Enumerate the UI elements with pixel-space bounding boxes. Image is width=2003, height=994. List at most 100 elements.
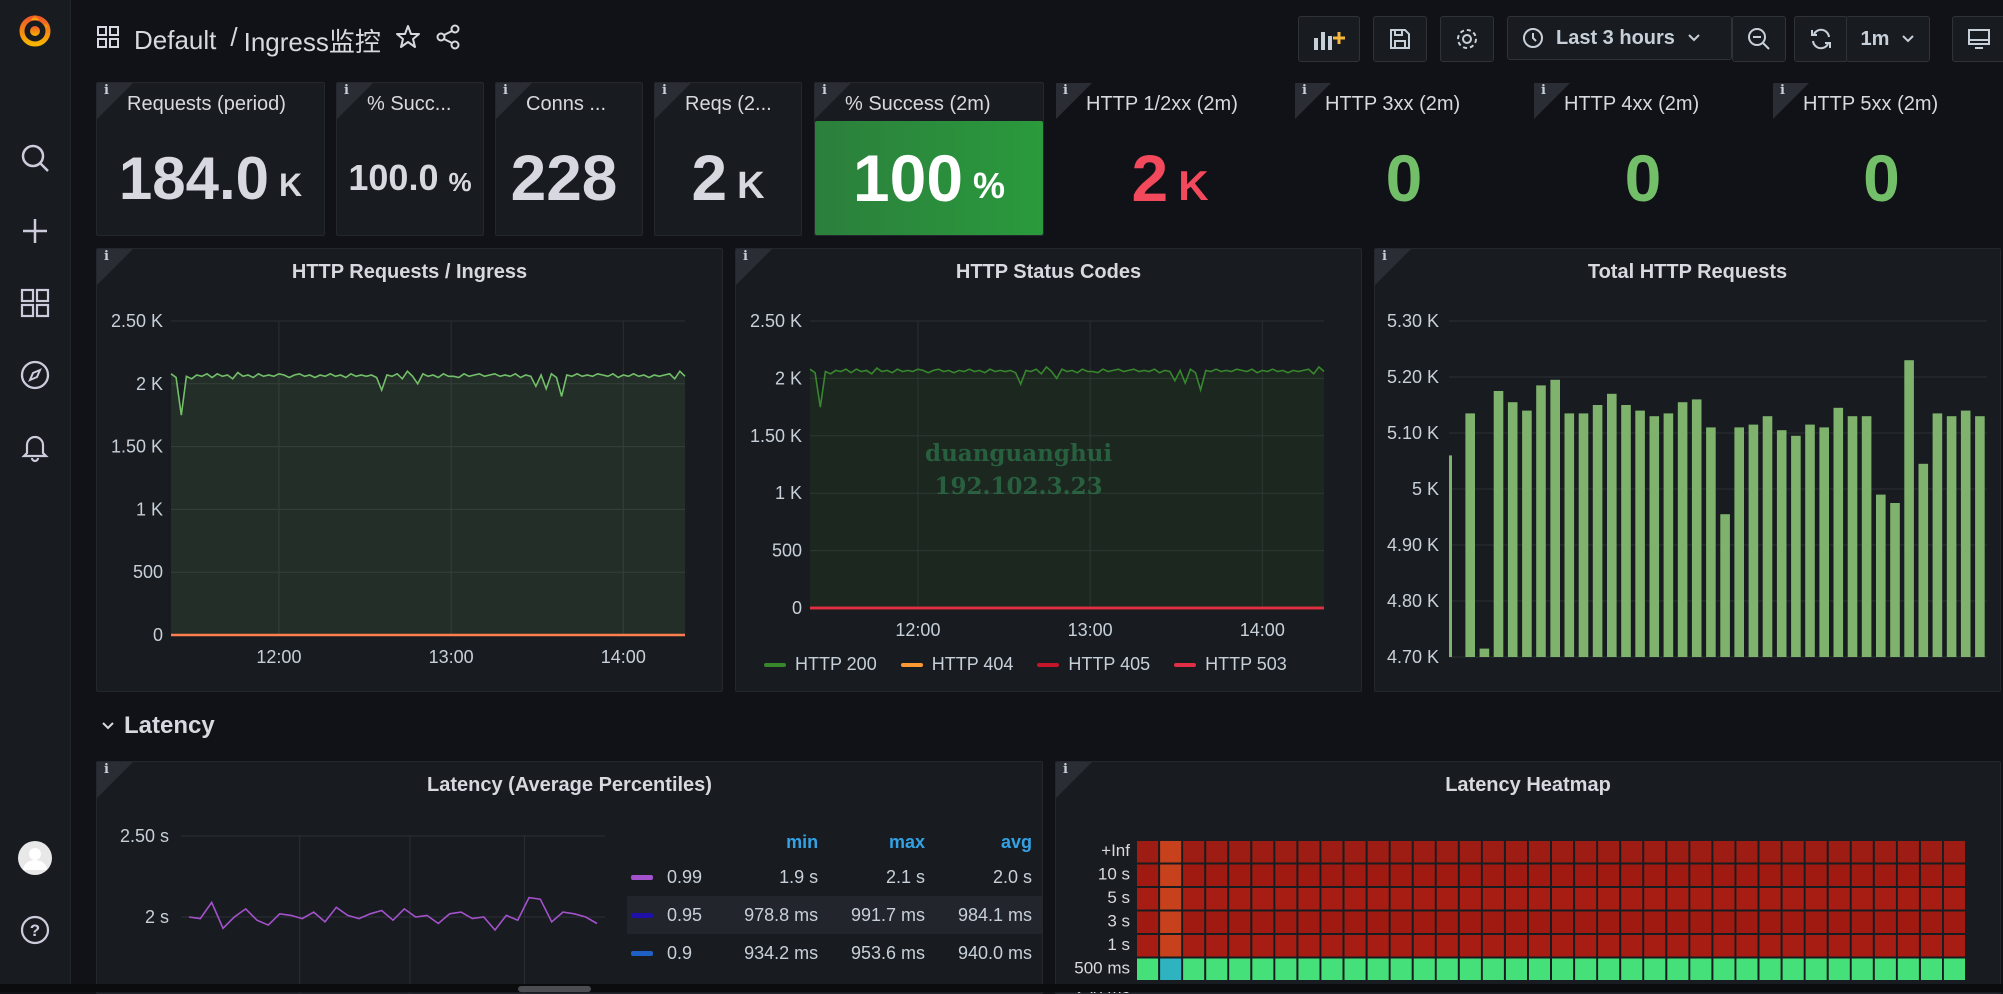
bar[interactable] — [1465, 413, 1475, 657]
save-dashboard-button[interactable] — [1373, 16, 1427, 62]
series-line[interactable] — [809, 365, 1325, 408]
heatmap-cell[interactable] — [1598, 958, 1620, 981]
heatmap-cell[interactable] — [1436, 958, 1458, 981]
heatmap-cell[interactable] — [1390, 958, 1412, 981]
heatmap-cell[interactable] — [1137, 841, 1159, 863]
stat-panel[interactable]: i HTTP 5xx (2m) 0 — [1772, 82, 2001, 236]
panel-info-icon[interactable]: i — [1773, 83, 1809, 119]
bar[interactable] — [1748, 424, 1759, 657]
legend-item[interactable]: HTTP 200 — [764, 654, 877, 675]
heatmap-cell[interactable] — [1344, 935, 1366, 957]
heatmap-cell[interactable] — [1275, 888, 1297, 910]
heatmap-cell[interactable] — [1528, 935, 1550, 957]
heatmap-cell[interactable] — [1667, 958, 1689, 981]
heatmap-cell[interactable] — [1782, 888, 1804, 910]
heatmap-cell[interactable] — [1575, 958, 1597, 981]
heatmap-cell[interactable] — [1736, 841, 1758, 863]
heatmap-cell[interactable] — [1667, 864, 1689, 887]
bar[interactable] — [1578, 413, 1589, 657]
heatmap-cell[interactable] — [1943, 864, 1965, 887]
status-codes-chart[interactable]: 0 500 1 K 1.50 K 2 K 2.50 K 12:00 13:00 14:00 — [736, 249, 1361, 691]
heatmap-cell[interactable] — [1874, 958, 1896, 981]
bar[interactable] — [1607, 393, 1617, 657]
bar[interactable] — [1691, 399, 1702, 657]
bar[interactable] — [1635, 410, 1645, 657]
heatmap-cell[interactable] — [1459, 864, 1481, 887]
heatmap-cell[interactable] — [1252, 841, 1274, 863]
heatmap-cell[interactable] — [1390, 841, 1412, 863]
heatmap-cell[interactable] — [1528, 888, 1550, 910]
heatmap-cell[interactable] — [1805, 888, 1827, 910]
heatmap-cell[interactable] — [1298, 935, 1320, 957]
heatmap-cell[interactable] — [1160, 958, 1182, 981]
heatmap-cell[interactable] — [1528, 864, 1550, 887]
bar[interactable] — [1904, 360, 1914, 657]
heatmap-cell[interactable] — [1321, 911, 1343, 934]
heatmap-cell[interactable] — [1782, 935, 1804, 957]
heatmap-cell[interactable] — [1575, 911, 1597, 934]
heatmap-cell[interactable] — [1252, 935, 1274, 957]
bar[interactable] — [1507, 402, 1518, 657]
heatmap-cell[interactable] — [1874, 911, 1896, 934]
heatmap-cell[interactable] — [1344, 888, 1366, 910]
alerting-icon[interactable] — [17, 429, 53, 465]
latency-chart[interactable]: 2 s 2.50 s — [97, 762, 617, 993]
heatmap-cell[interactable] — [1229, 888, 1251, 910]
heatmap-cell[interactable] — [1621, 864, 1643, 887]
heatmap-cell[interactable] — [1206, 841, 1228, 863]
legend-header-avg[interactable]: avg — [1000, 831, 1032, 852]
panel-info-icon[interactable]: i — [736, 249, 772, 285]
heatmap-cell[interactable] — [1413, 958, 1435, 981]
stat-panel[interactable]: i Requests (period) 184.0 K — [96, 82, 325, 236]
heatmap-cell[interactable] — [1828, 911, 1850, 934]
time-range-picker[interactable]: Last 3 hours — [1507, 16, 1732, 60]
heatmap-cell[interactable] — [1713, 841, 1735, 863]
heatmap-cell[interactable] — [1137, 864, 1159, 887]
panel-info-icon[interactable]: i — [815, 83, 851, 119]
heatmap-cell[interactable] — [1390, 911, 1412, 934]
row-latency[interactable]: Latency — [100, 712, 215, 740]
heatmap-cell[interactable] — [1897, 911, 1919, 934]
heatmap-cell[interactable] — [1137, 958, 1159, 981]
panel-info-icon[interactable]: i — [1534, 83, 1570, 119]
panel-http-requests-ingress[interactable]: i HTTP Requests / Ingress 0 500 1 K 1.50 K 2… — [96, 248, 723, 692]
heatmap-cell[interactable] — [1690, 958, 1712, 981]
heatmap-cell[interactable] — [1621, 888, 1643, 910]
bar[interactable] — [1734, 427, 1744, 657]
panel-info-icon[interactable]: i — [1295, 83, 1331, 119]
heatmap-cell[interactable] — [1413, 864, 1435, 887]
heatmap-cell[interactable] — [1344, 958, 1366, 981]
heatmap-cell[interactable] — [1505, 841, 1527, 863]
heatmap-cell[interactable] — [1621, 841, 1643, 863]
panel-info-icon[interactable]: i — [97, 762, 133, 798]
bar[interactable] — [1791, 435, 1801, 657]
heatmap-cell[interactable] — [1505, 864, 1527, 887]
heatmap-cell[interactable] — [1621, 958, 1643, 981]
heatmap-cell[interactable] — [1851, 841, 1873, 863]
heatmap-cell[interactable] — [1920, 911, 1942, 934]
heatmap-cell[interactable] — [1160, 864, 1182, 887]
heatmap-cell[interactable] — [1759, 841, 1781, 863]
heatmap-cell[interactable] — [1828, 935, 1850, 957]
heatmap-cell[interactable] — [1298, 841, 1320, 863]
heatmap-cell[interactable] — [1667, 911, 1689, 934]
heatmap-cell[interactable] — [1505, 935, 1527, 957]
heatmap-cell[interactable] — [1805, 864, 1827, 887]
bar[interactable] — [1720, 514, 1730, 657]
heatmap-cell[interactable] — [1667, 841, 1689, 863]
heatmap-cell[interactable] — [1252, 864, 1274, 887]
bar[interactable] — [1805, 424, 1815, 657]
bar[interactable] — [1706, 427, 1716, 657]
heatmap-cell[interactable] — [1644, 841, 1666, 863]
heatmap-cell[interactable] — [1298, 911, 1320, 934]
bar[interactable] — [1932, 413, 1943, 657]
heatmap-cell[interactable] — [1552, 935, 1574, 957]
panel-info-icon[interactable]: i — [1056, 83, 1092, 119]
panel-info-icon[interactable]: i — [496, 83, 532, 119]
heatmap-cell[interactable] — [1436, 864, 1458, 887]
heatmap-cell[interactable] — [1252, 911, 1274, 934]
heatmap-cell[interactable] — [1137, 911, 1159, 934]
heatmap-cell[interactable] — [1920, 888, 1942, 910]
legend-item[interactable]: HTTP 503 — [1174, 654, 1287, 675]
ingress-chart[interactable]: 0 500 1 K 1.50 K 2 K 2.50 K 12:00 13:00 14:00 — [97, 249, 722, 691]
